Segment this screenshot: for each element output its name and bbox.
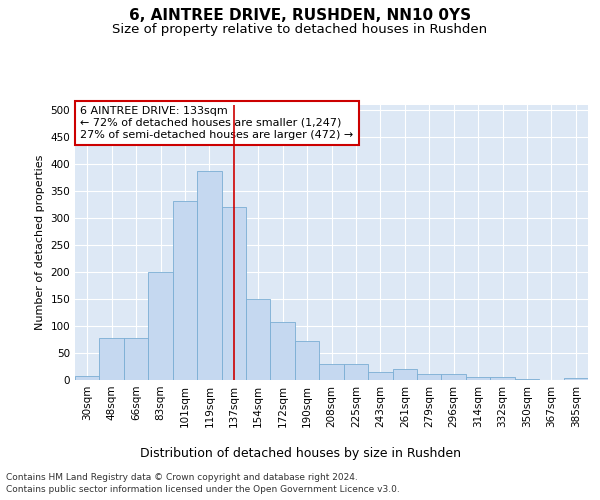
Bar (392, 369, 417, 380)
Bar (563, 378, 588, 380)
Bar (490, 377, 515, 380)
Bar (271, 322, 295, 380)
Text: Contains public sector information licensed under the Open Government Licence v3: Contains public sector information licen… (6, 485, 400, 494)
Text: 6 AINTREE DRIVE: 133sqm
← 72% of detached houses are smaller (1,247)
27% of semi: 6 AINTREE DRIVE: 133sqm ← 72% of detache… (80, 106, 353, 140)
Y-axis label: Number of detached properties: Number of detached properties (35, 155, 45, 330)
Bar (466, 378, 490, 380)
Bar (417, 374, 442, 380)
Bar (246, 299, 271, 380)
Bar (221, 208, 246, 380)
Bar (295, 340, 319, 380)
Bar (124, 338, 148, 380)
Bar (442, 374, 466, 380)
Bar (319, 364, 344, 380)
Text: Contains HM Land Registry data © Crown copyright and database right 2024.: Contains HM Land Registry data © Crown c… (6, 472, 358, 482)
Bar (173, 201, 197, 380)
Text: Size of property relative to detached houses in Rushden: Size of property relative to detached ho… (112, 22, 488, 36)
Text: 6, AINTREE DRIVE, RUSHDEN, NN10 0YS: 6, AINTREE DRIVE, RUSHDEN, NN10 0YS (129, 8, 471, 22)
Bar (344, 364, 368, 380)
Bar (75, 376, 100, 380)
Bar (368, 372, 392, 380)
Bar (100, 338, 124, 380)
Bar (148, 272, 173, 380)
Bar (197, 171, 221, 380)
Text: Distribution of detached houses by size in Rushden: Distribution of detached houses by size … (139, 448, 461, 460)
